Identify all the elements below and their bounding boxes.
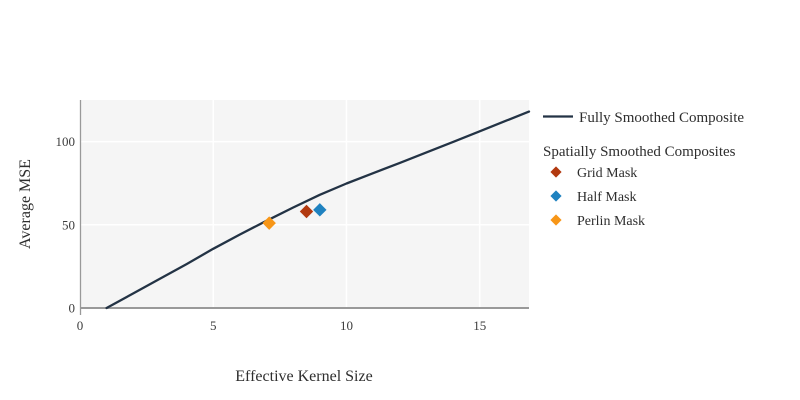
point-grid-mask bbox=[299, 204, 314, 219]
legend-diamond-marker-perlin-mask bbox=[550, 214, 562, 226]
x-tick-label: 5 bbox=[210, 318, 217, 333]
y-tick-label: 50 bbox=[62, 217, 75, 232]
x-tick-label: 10 bbox=[340, 318, 353, 333]
x-tick-label: 15 bbox=[473, 318, 486, 333]
point-half-mask bbox=[313, 203, 327, 217]
fully-smoothed-composite-line bbox=[105, 110, 531, 310]
legend-group-title: Spatially Smoothed Composites bbox=[543, 144, 736, 160]
legend-items: Grid Mask Half Mask Perlin Mask bbox=[550, 166, 645, 229]
y-tick-labels: 0 50 100 bbox=[56, 134, 76, 315]
legend-item-label: Grid Mask bbox=[577, 166, 637, 181]
y-tick-label: 100 bbox=[56, 134, 76, 149]
y-axis-title: Average MSE bbox=[17, 159, 34, 249]
scatter-points bbox=[262, 203, 327, 230]
legend-diamond-marker-grid-mask bbox=[550, 166, 562, 178]
plot-panel bbox=[80, 100, 529, 308]
x-axis-title: Effective Kernel Size bbox=[235, 368, 372, 385]
legend-line-label: Fully Smoothed Composite bbox=[579, 110, 744, 126]
y-tick-label: 0 bbox=[69, 301, 76, 316]
legend-item-label: Perlin Mask bbox=[577, 214, 645, 229]
x-tick-labels: 0 5 10 15 bbox=[77, 318, 486, 333]
legend-item-label: Half Mask bbox=[577, 190, 637, 205]
legend-diamond-marker-half-mask bbox=[550, 190, 562, 202]
legend: Fully Smoothed Composite Spatially Smoot… bbox=[543, 110, 744, 229]
x-tick-label: 0 bbox=[77, 318, 84, 333]
point-perlin-mask bbox=[262, 216, 276, 230]
